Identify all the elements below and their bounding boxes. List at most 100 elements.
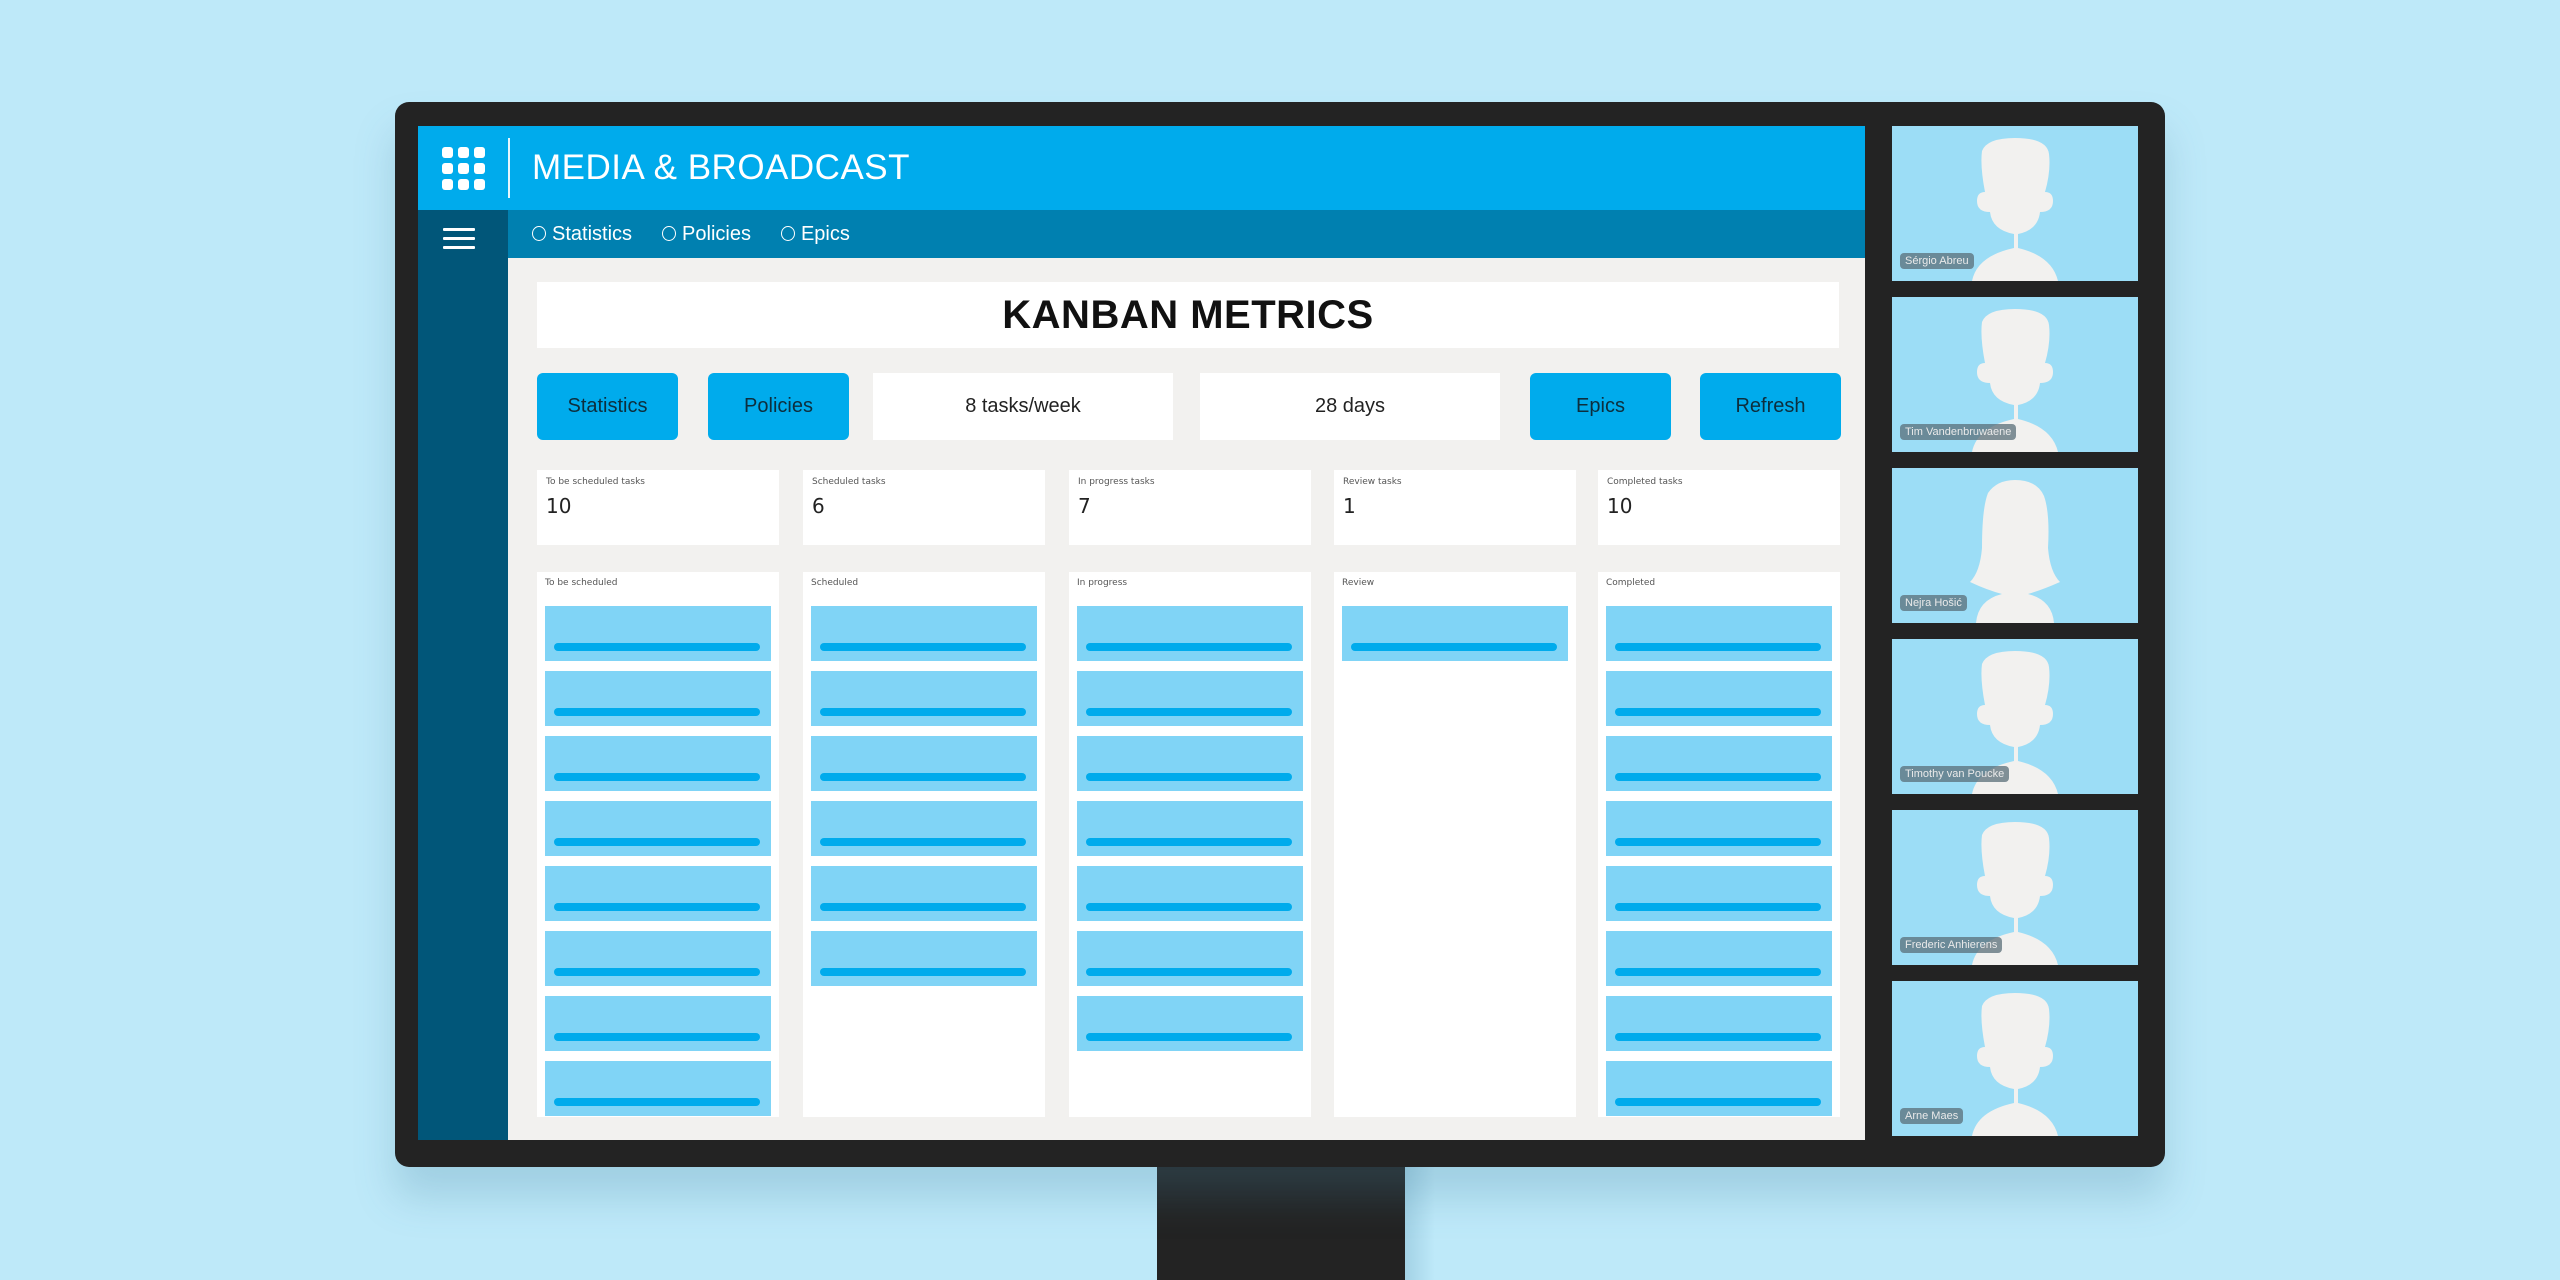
- task-card[interactable]: [811, 801, 1037, 856]
- task-bar: [1615, 903, 1821, 911]
- metric-value: 10: [546, 494, 572, 518]
- task-bar: [820, 708, 1026, 716]
- participant-name: Sérgio Abreu: [1900, 253, 1974, 269]
- kanban-app-window: MEDIA & BROADCAST Statistics Policies Ep…: [418, 126, 1865, 1140]
- metric-label: Scheduled tasks: [812, 477, 886, 487]
- task-bar: [1086, 773, 1292, 781]
- task-bar: [1086, 708, 1292, 716]
- metric-value: 7: [1078, 494, 1091, 518]
- participant-name: Nejra Hošić: [1900, 595, 1967, 611]
- video-tile[interactable]: Nejra Hošić: [1892, 468, 2138, 623]
- column-label: To be scheduled: [545, 578, 618, 588]
- page-title: KANBAN METRICS: [1002, 292, 1374, 337]
- period-field[interactable]: 28 days: [1200, 373, 1500, 440]
- task-card[interactable]: [545, 931, 771, 986]
- task-bar: [820, 773, 1026, 781]
- task-card[interactable]: [545, 606, 771, 661]
- task-card[interactable]: [1606, 606, 1832, 661]
- stand-shadow: [1405, 1167, 1435, 1280]
- task-bar: [554, 1033, 760, 1041]
- column-label: Review: [1342, 578, 1375, 588]
- participant-name: Tim Vandenbruwaene: [1900, 424, 2017, 440]
- kanban-column-to-be-scheduled: To be scheduled: [537, 572, 779, 1117]
- header-divider: [508, 138, 510, 198]
- metric-card-in-progress: In progress tasks 7: [1069, 470, 1311, 545]
- page-title-panel: KANBAN METRICS: [537, 282, 1839, 348]
- task-card[interactable]: [1606, 1061, 1832, 1116]
- app-launcher-button[interactable]: [418, 126, 508, 210]
- task-card[interactable]: [1606, 866, 1832, 921]
- task-card[interactable]: [545, 801, 771, 856]
- task-bar: [554, 968, 760, 976]
- metric-label: Completed tasks: [1607, 477, 1683, 487]
- kanban-column-review: Review: [1334, 572, 1576, 1117]
- metric-card-to-be-scheduled: To be scheduled tasks 10: [537, 470, 779, 545]
- task-bar: [554, 708, 760, 716]
- task-card[interactable]: [811, 866, 1037, 921]
- task-card[interactable]: [545, 866, 771, 921]
- subnav-label: Epics: [800, 222, 850, 245]
- task-bar: [554, 838, 760, 846]
- task-card[interactable]: [811, 606, 1037, 661]
- task-card[interactable]: [545, 736, 771, 791]
- task-bar: [1615, 838, 1821, 846]
- task-card[interactable]: [811, 736, 1037, 791]
- task-bar: [1086, 643, 1292, 651]
- kanban-column-scheduled: Scheduled: [803, 572, 1045, 1117]
- task-card[interactable]: [1606, 801, 1832, 856]
- task-card[interactable]: [1077, 866, 1303, 921]
- task-card[interactable]: [545, 1061, 771, 1116]
- task-bar: [820, 903, 1026, 911]
- task-card[interactable]: [545, 671, 771, 726]
- epics-button[interactable]: Epics: [1530, 373, 1671, 440]
- dashboard-content: KANBAN METRICS Statistics Policies 8 tas…: [508, 258, 1865, 1140]
- sidebar: [418, 210, 508, 1140]
- video-tile[interactable]: Arne Maes: [1892, 981, 2138, 1136]
- grid-icon: [441, 146, 485, 190]
- policies-button[interactable]: Policies: [708, 373, 849, 440]
- task-card[interactable]: [1077, 931, 1303, 986]
- statistics-button[interactable]: Statistics: [537, 373, 678, 440]
- task-bar: [554, 773, 760, 781]
- task-bar: [1615, 1098, 1821, 1106]
- kanban-column-in-progress: In progress: [1069, 572, 1311, 1117]
- task-card[interactable]: [1606, 931, 1832, 986]
- task-card[interactable]: [545, 996, 771, 1051]
- subnav-label: Statistics: [552, 222, 633, 245]
- task-card[interactable]: [1606, 671, 1832, 726]
- task-card[interactable]: [1077, 736, 1303, 791]
- task-card[interactable]: [1342, 606, 1568, 661]
- task-card[interactable]: [1077, 996, 1303, 1051]
- video-tile[interactable]: Tim Vandenbruwaene: [1892, 297, 2138, 452]
- subnav-item-statistics[interactable]: Statistics: [532, 223, 632, 246]
- task-card[interactable]: [1606, 996, 1832, 1051]
- task-bar: [820, 838, 1026, 846]
- hamburger-icon: [443, 228, 475, 249]
- throughput-field[interactable]: 8 tasks/week: [873, 373, 1173, 440]
- column-label: Scheduled: [811, 578, 859, 588]
- task-bar: [554, 643, 760, 651]
- video-tile[interactable]: Frederic Anhierens: [1892, 810, 2138, 965]
- task-bar: [1615, 1033, 1821, 1041]
- menu-button[interactable]: [443, 228, 475, 250]
- task-card[interactable]: [1077, 801, 1303, 856]
- video-tile[interactable]: Sérgio Abreu: [1892, 126, 2138, 281]
- task-card[interactable]: [811, 671, 1037, 726]
- toolbar: Statistics Policies 8 tasks/week 28 days…: [537, 373, 1841, 440]
- refresh-button[interactable]: Refresh: [1700, 373, 1841, 440]
- subnav-item-policies[interactable]: Policies: [662, 223, 751, 246]
- metric-value: 10: [1607, 494, 1633, 518]
- task-bar: [1615, 968, 1821, 976]
- subnav-label: Policies: [682, 222, 751, 245]
- metric-value: 1: [1343, 494, 1356, 518]
- participant-name: Timothy van Poucke: [1900, 766, 2010, 782]
- metric-label: In progress tasks: [1078, 477, 1155, 487]
- app-header: MEDIA & BROADCAST: [418, 126, 1865, 210]
- task-card[interactable]: [1077, 606, 1303, 661]
- subnav-item-epics[interactable]: Epics: [780, 222, 850, 246]
- task-card[interactable]: [1606, 736, 1832, 791]
- video-tile[interactable]: Timothy van Poucke: [1892, 639, 2138, 794]
- task-card[interactable]: [811, 931, 1037, 986]
- task-card[interactable]: [1077, 671, 1303, 726]
- female-avatar-icon: [1970, 480, 2060, 623]
